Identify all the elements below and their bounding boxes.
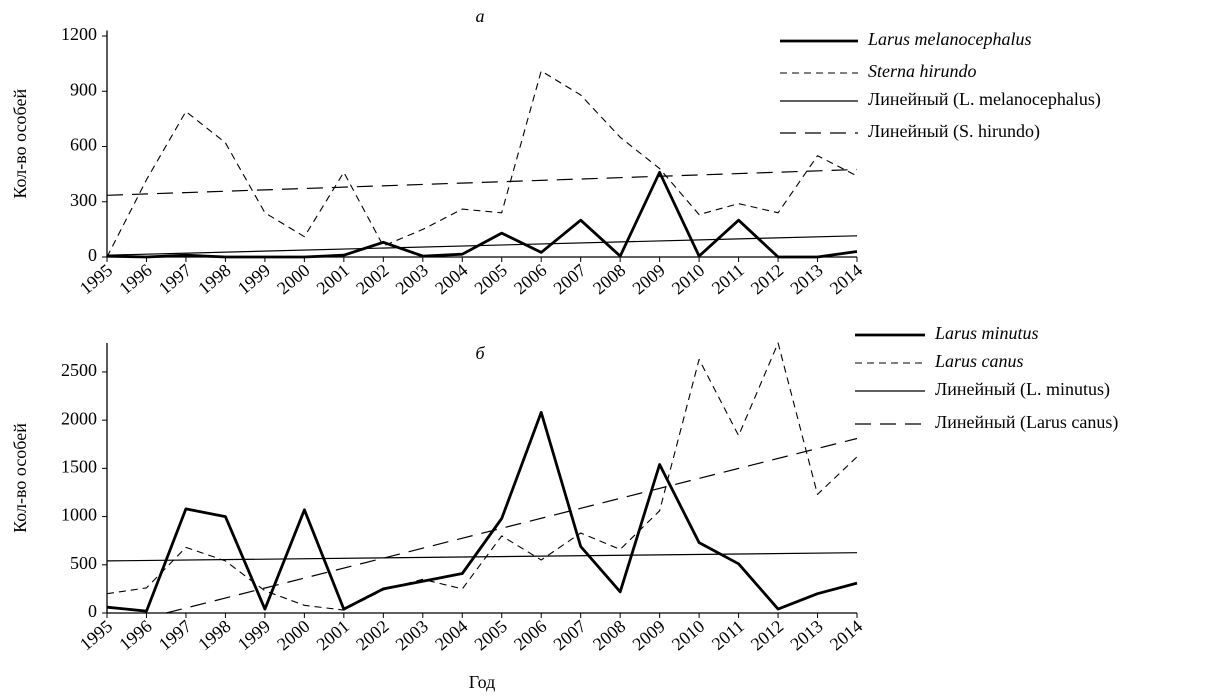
x-tick-label: 2007 bbox=[549, 260, 589, 298]
x-tick-label: 2000 bbox=[273, 616, 313, 654]
x-axis-label: Год bbox=[469, 672, 495, 692]
x-tick-label: 2011 bbox=[708, 616, 748, 654]
y-axis-label: Кол-во особей bbox=[10, 423, 30, 533]
y-tick-label: 500 bbox=[70, 553, 97, 573]
x-tick-label: 2010 bbox=[668, 616, 708, 654]
legend-label: Sterna hirundo bbox=[868, 61, 977, 81]
x-tick-label: 2011 bbox=[708, 260, 748, 298]
x-tick-label: 2004 bbox=[431, 616, 471, 654]
x-tick-label: 2008 bbox=[589, 616, 629, 654]
legend-label: Larus minutus bbox=[934, 323, 1039, 343]
series-line bbox=[106, 411, 858, 613]
y-tick-label: 2500 bbox=[61, 360, 97, 380]
x-tick-label: 2002 bbox=[352, 616, 392, 654]
x-tick-label: 2014 bbox=[826, 616, 866, 654]
x-tick-label: 2007 bbox=[549, 616, 589, 654]
x-tick-label: 2006 bbox=[510, 616, 550, 654]
x-tick-label: 2004 bbox=[431, 260, 471, 298]
y-tick-label: 0 bbox=[88, 601, 97, 621]
x-tick-label: 1998 bbox=[194, 616, 234, 654]
x-tick-label: 1997 bbox=[155, 616, 195, 654]
x-tick-label: 1996 bbox=[115, 616, 155, 654]
legend-label: Линейный (L. melanocephalus) bbox=[868, 89, 1101, 110]
series-line bbox=[166, 437, 858, 614]
panel-title: а bbox=[476, 6, 485, 26]
x-tick-label: 2013 bbox=[786, 616, 826, 654]
x-tick-label: 2005 bbox=[471, 260, 511, 298]
series-line bbox=[106, 170, 858, 259]
x-tick-label: 2009 bbox=[628, 616, 668, 654]
x-tick-label: 1999 bbox=[234, 260, 274, 298]
y-tick-label: 2000 bbox=[61, 408, 97, 428]
panel-title: б bbox=[475, 343, 485, 363]
y-tick-label: 0 bbox=[88, 245, 97, 265]
series-line bbox=[106, 168, 858, 196]
x-tick-label: 2002 bbox=[352, 260, 392, 298]
y-tick-label: 1500 bbox=[61, 456, 97, 476]
y-tick-label: 600 bbox=[70, 135, 97, 155]
y-tick-label: 1200 bbox=[61, 24, 97, 44]
legend-label: Larus canus bbox=[934, 351, 1024, 371]
x-tick-label: 2006 bbox=[510, 260, 550, 298]
x-tick-label: 1997 bbox=[155, 260, 195, 298]
x-tick-label: 1996 bbox=[115, 260, 155, 298]
x-tick-label: 2014 bbox=[826, 260, 866, 298]
series-line bbox=[106, 552, 858, 562]
legend-label: Larus melanocephalus bbox=[867, 29, 1032, 49]
x-tick-label: 2000 bbox=[273, 260, 313, 298]
x-tick-label: 1998 bbox=[194, 260, 234, 298]
x-tick-label: 1999 bbox=[234, 616, 274, 654]
x-tick-label: 2008 bbox=[589, 260, 629, 298]
series-line bbox=[106, 235, 858, 256]
x-tick-label: 2001 bbox=[313, 616, 353, 654]
x-tick-label: 2012 bbox=[747, 260, 787, 298]
x-tick-label: 2013 bbox=[786, 260, 826, 298]
x-tick-label: 2009 bbox=[628, 260, 668, 298]
x-tick-label: 1995 bbox=[76, 260, 116, 298]
x-tick-label: 2001 bbox=[313, 260, 353, 298]
legend-label: Линейный (Larus canus) bbox=[935, 412, 1118, 433]
y-tick-label: 900 bbox=[70, 79, 97, 99]
legend-label: Линейный (L. minutus) bbox=[935, 379, 1110, 400]
x-tick-label: 1995 bbox=[76, 616, 116, 654]
series-line bbox=[106, 70, 858, 258]
x-tick-label: 2010 bbox=[668, 260, 708, 298]
x-tick-label: 2012 bbox=[747, 616, 787, 654]
x-tick-label: 2003 bbox=[392, 260, 432, 298]
legend-label: Линейный (S. hirundo) bbox=[868, 121, 1040, 142]
series-line bbox=[106, 342, 858, 611]
y-tick-label: 1000 bbox=[61, 505, 97, 525]
x-tick-label: 2003 bbox=[392, 616, 432, 654]
y-tick-label: 300 bbox=[70, 190, 97, 210]
x-tick-label: 2005 bbox=[471, 616, 511, 654]
y-axis-label: Кол-во особей bbox=[10, 89, 30, 199]
